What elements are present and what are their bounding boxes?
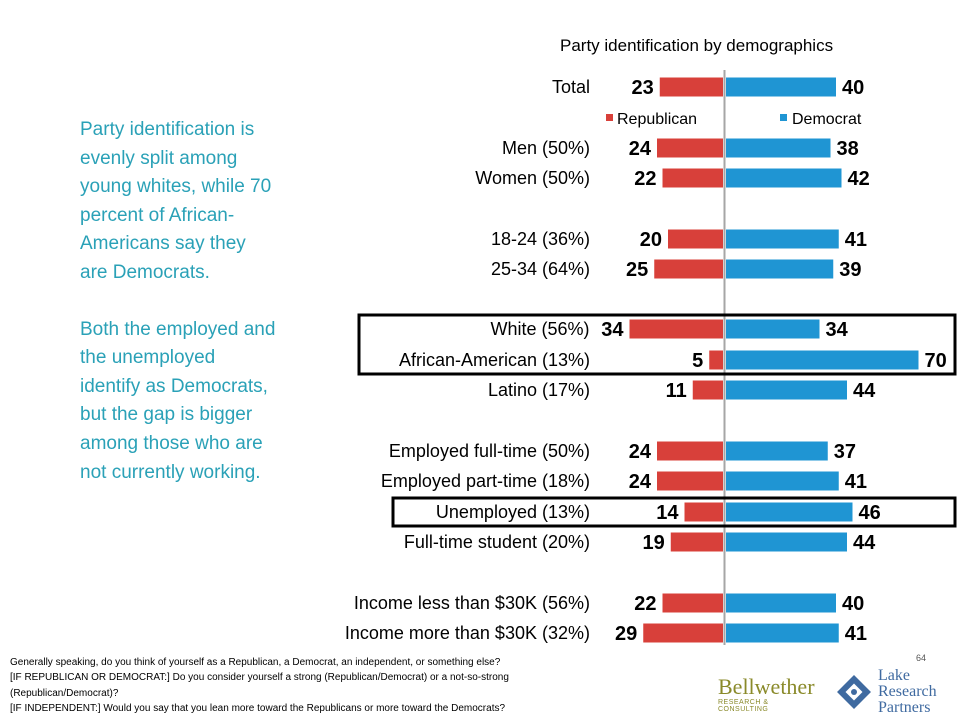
value-republican-25-34-64: 25 <box>626 259 648 281</box>
bellwether-logo-tagline: RESEARCH & CONSULTING <box>718 699 769 713</box>
legend-swatch-republican <box>606 114 613 121</box>
bar-democrat-total <box>726 77 836 97</box>
category-label-women-50: Women (50%) <box>475 168 590 188</box>
bar-republican-employed-full-time-50 <box>657 441 723 461</box>
value-democrat-employed-part-time-18: 41 <box>845 471 867 493</box>
legend-label-republican: Republican <box>617 111 697 128</box>
lake-logo-line-1: Lake <box>878 667 910 684</box>
value-democrat-18-24-36: 41 <box>845 229 867 251</box>
value-republican-african-american-13: 5 <box>692 350 703 372</box>
value-democrat-unemployed-13: 46 <box>859 502 881 524</box>
highlight-box-2 <box>391 496 957 528</box>
bar-republican-total <box>659 77 723 97</box>
category-label-unemployed-13: Unemployed (13%) <box>436 502 590 522</box>
bar-republican-full-time-student-20 <box>670 532 723 552</box>
bellwether-logo-name: Bellwether <box>718 674 815 699</box>
summary-paragraph-1: Party identification is evenly split amo… <box>80 119 272 283</box>
bar-democrat-latino-17 <box>726 380 847 400</box>
bar-republican-white-56 <box>629 319 723 339</box>
legend-label-democrat: Democrat <box>792 111 862 128</box>
value-democrat-employed-full-time-50: 37 <box>834 441 856 463</box>
value-republican-income-less-than-30k-56: 22 <box>634 593 656 615</box>
bar-democrat-women-50 <box>726 168 842 188</box>
category-label-25-34-64: 25-34 (64%) <box>491 259 590 279</box>
summary-paragraph-2: Both the employed and the unemployed ide… <box>80 318 276 483</box>
value-democrat-income-more-than-30k-32: 41 <box>845 623 867 645</box>
bar-republican-women-50 <box>662 168 723 188</box>
bar-republican-unemployed-13 <box>684 502 723 522</box>
value-republican-full-time-student-20: 19 <box>643 532 665 554</box>
value-democrat-total: 40 <box>842 77 864 99</box>
footnote-line-1: Generally speaking, do you think of your… <box>10 657 501 668</box>
footnote-line-3: [IF INDEPENDENT:] Would you say that you… <box>10 703 506 715</box>
value-republican-income-more-than-30k-32: 29 <box>615 623 637 645</box>
category-label-18-24-36: 18-24 (36%) <box>491 229 590 249</box>
bar-republican-african-american-13 <box>709 350 723 370</box>
bar-republican-latino-17 <box>692 380 723 400</box>
bar-republican-men-50 <box>657 138 723 158</box>
category-label-white-56: White (56%) <box>490 319 589 339</box>
value-democrat-women-50: 42 <box>848 168 870 190</box>
value-republican-women-50: 22 <box>634 168 656 190</box>
bars-group: 23 40 Total 24 38 Men (50%) 22 42 Women (50%) 20 4… <box>345 77 947 645</box>
bar-republican-employed-part-time-18 <box>657 471 723 491</box>
category-label-total: Total <box>552 77 590 97</box>
value-republican-employed-full-time-50: 24 <box>629 441 652 463</box>
bar-democrat-white-56 <box>726 319 820 339</box>
bar-democrat-income-less-than-30k-56 <box>726 593 836 613</box>
bellwether-logo: Bellwether RESEARCH & CONSULTING <box>718 674 818 714</box>
value-republican-total: 23 <box>632 77 654 99</box>
survey-question-footnote: Generally speaking, do you think of your… <box>10 655 620 717</box>
category-label-latino-17: Latino (17%) <box>488 380 590 400</box>
lake-logo-line-2: Research <box>878 683 937 700</box>
bar-democrat-18-24-36 <box>726 229 839 249</box>
bar-republican-18-24-36 <box>668 229 723 249</box>
party-id-chart: Party identification by demographics Rep… <box>345 36 957 645</box>
category-label-employed-part-time-18: Employed part-time (18%) <box>381 471 590 491</box>
value-democrat-25-34-64: 39 <box>839 259 861 281</box>
category-label-full-time-student-20: Full-time student (20%) <box>404 532 590 552</box>
bar-republican-25-34-64 <box>654 259 723 279</box>
value-democrat-african-american-13: 70 <box>925 350 947 372</box>
value-republican-employed-part-time-18: 24 <box>629 471 652 493</box>
lake-research-logo: Lake Research Partners <box>834 668 954 718</box>
value-democrat-full-time-student-20: 44 <box>853 532 876 554</box>
category-label-income-less-than-30k-56: Income less than $30K (56%) <box>354 593 590 613</box>
value-republican-men-50: 24 <box>629 138 652 160</box>
bar-republican-income-less-than-30k-56 <box>662 593 723 613</box>
value-republican-unemployed-13: 14 <box>656 502 679 524</box>
value-democrat-white-56: 34 <box>826 319 849 341</box>
value-democrat-income-less-than-30k-56: 40 <box>842 593 864 615</box>
bar-democrat-full-time-student-20 <box>726 532 847 552</box>
lake-research-mark-icon <box>837 675 871 709</box>
value-republican-18-24-36: 20 <box>640 229 662 251</box>
chart-title: Party identification by demographics <box>560 36 833 55</box>
highlight-boxes <box>357 313 957 528</box>
page-number: 64 <box>916 653 927 663</box>
bar-democrat-25-34-64 <box>726 259 834 279</box>
bar-democrat-employed-part-time-18 <box>726 471 839 491</box>
bar-democrat-african-american-13 <box>726 350 919 370</box>
category-label-employed-full-time-50: Employed full-time (50%) <box>389 441 590 461</box>
legend-swatch-democrat <box>780 114 787 121</box>
category-label-income-more-than-30k-32: Income more than $30K (32%) <box>345 623 590 643</box>
highlight-box-1 <box>357 313 957 376</box>
value-democrat-latino-17: 44 <box>853 380 876 402</box>
chart-legend: Republican Democrat <box>606 111 862 128</box>
category-label-men-50: Men (50%) <box>502 138 590 158</box>
bar-democrat-employed-full-time-50 <box>726 441 828 461</box>
bar-democrat-men-50 <box>726 138 831 158</box>
bar-democrat-income-more-than-30k-32 <box>726 623 839 643</box>
bar-republican-income-more-than-30k-32 <box>643 623 723 643</box>
lake-logo-line-3: Partners <box>878 699 931 716</box>
value-republican-latino-17: 11 <box>666 380 687 402</box>
value-democrat-men-50: 38 <box>837 138 859 160</box>
bar-democrat-unemployed-13 <box>726 502 853 522</box>
value-republican-white-56: 34 <box>601 319 624 341</box>
footnote-line-2: [IF REPUBLICAN OR DEMOCRAT:] Do you cons… <box>10 672 509 699</box>
sidebar-summary: Party identification is evenly split amo… <box>80 116 276 487</box>
category-label-african-american-13: African-American (13%) <box>399 350 590 370</box>
